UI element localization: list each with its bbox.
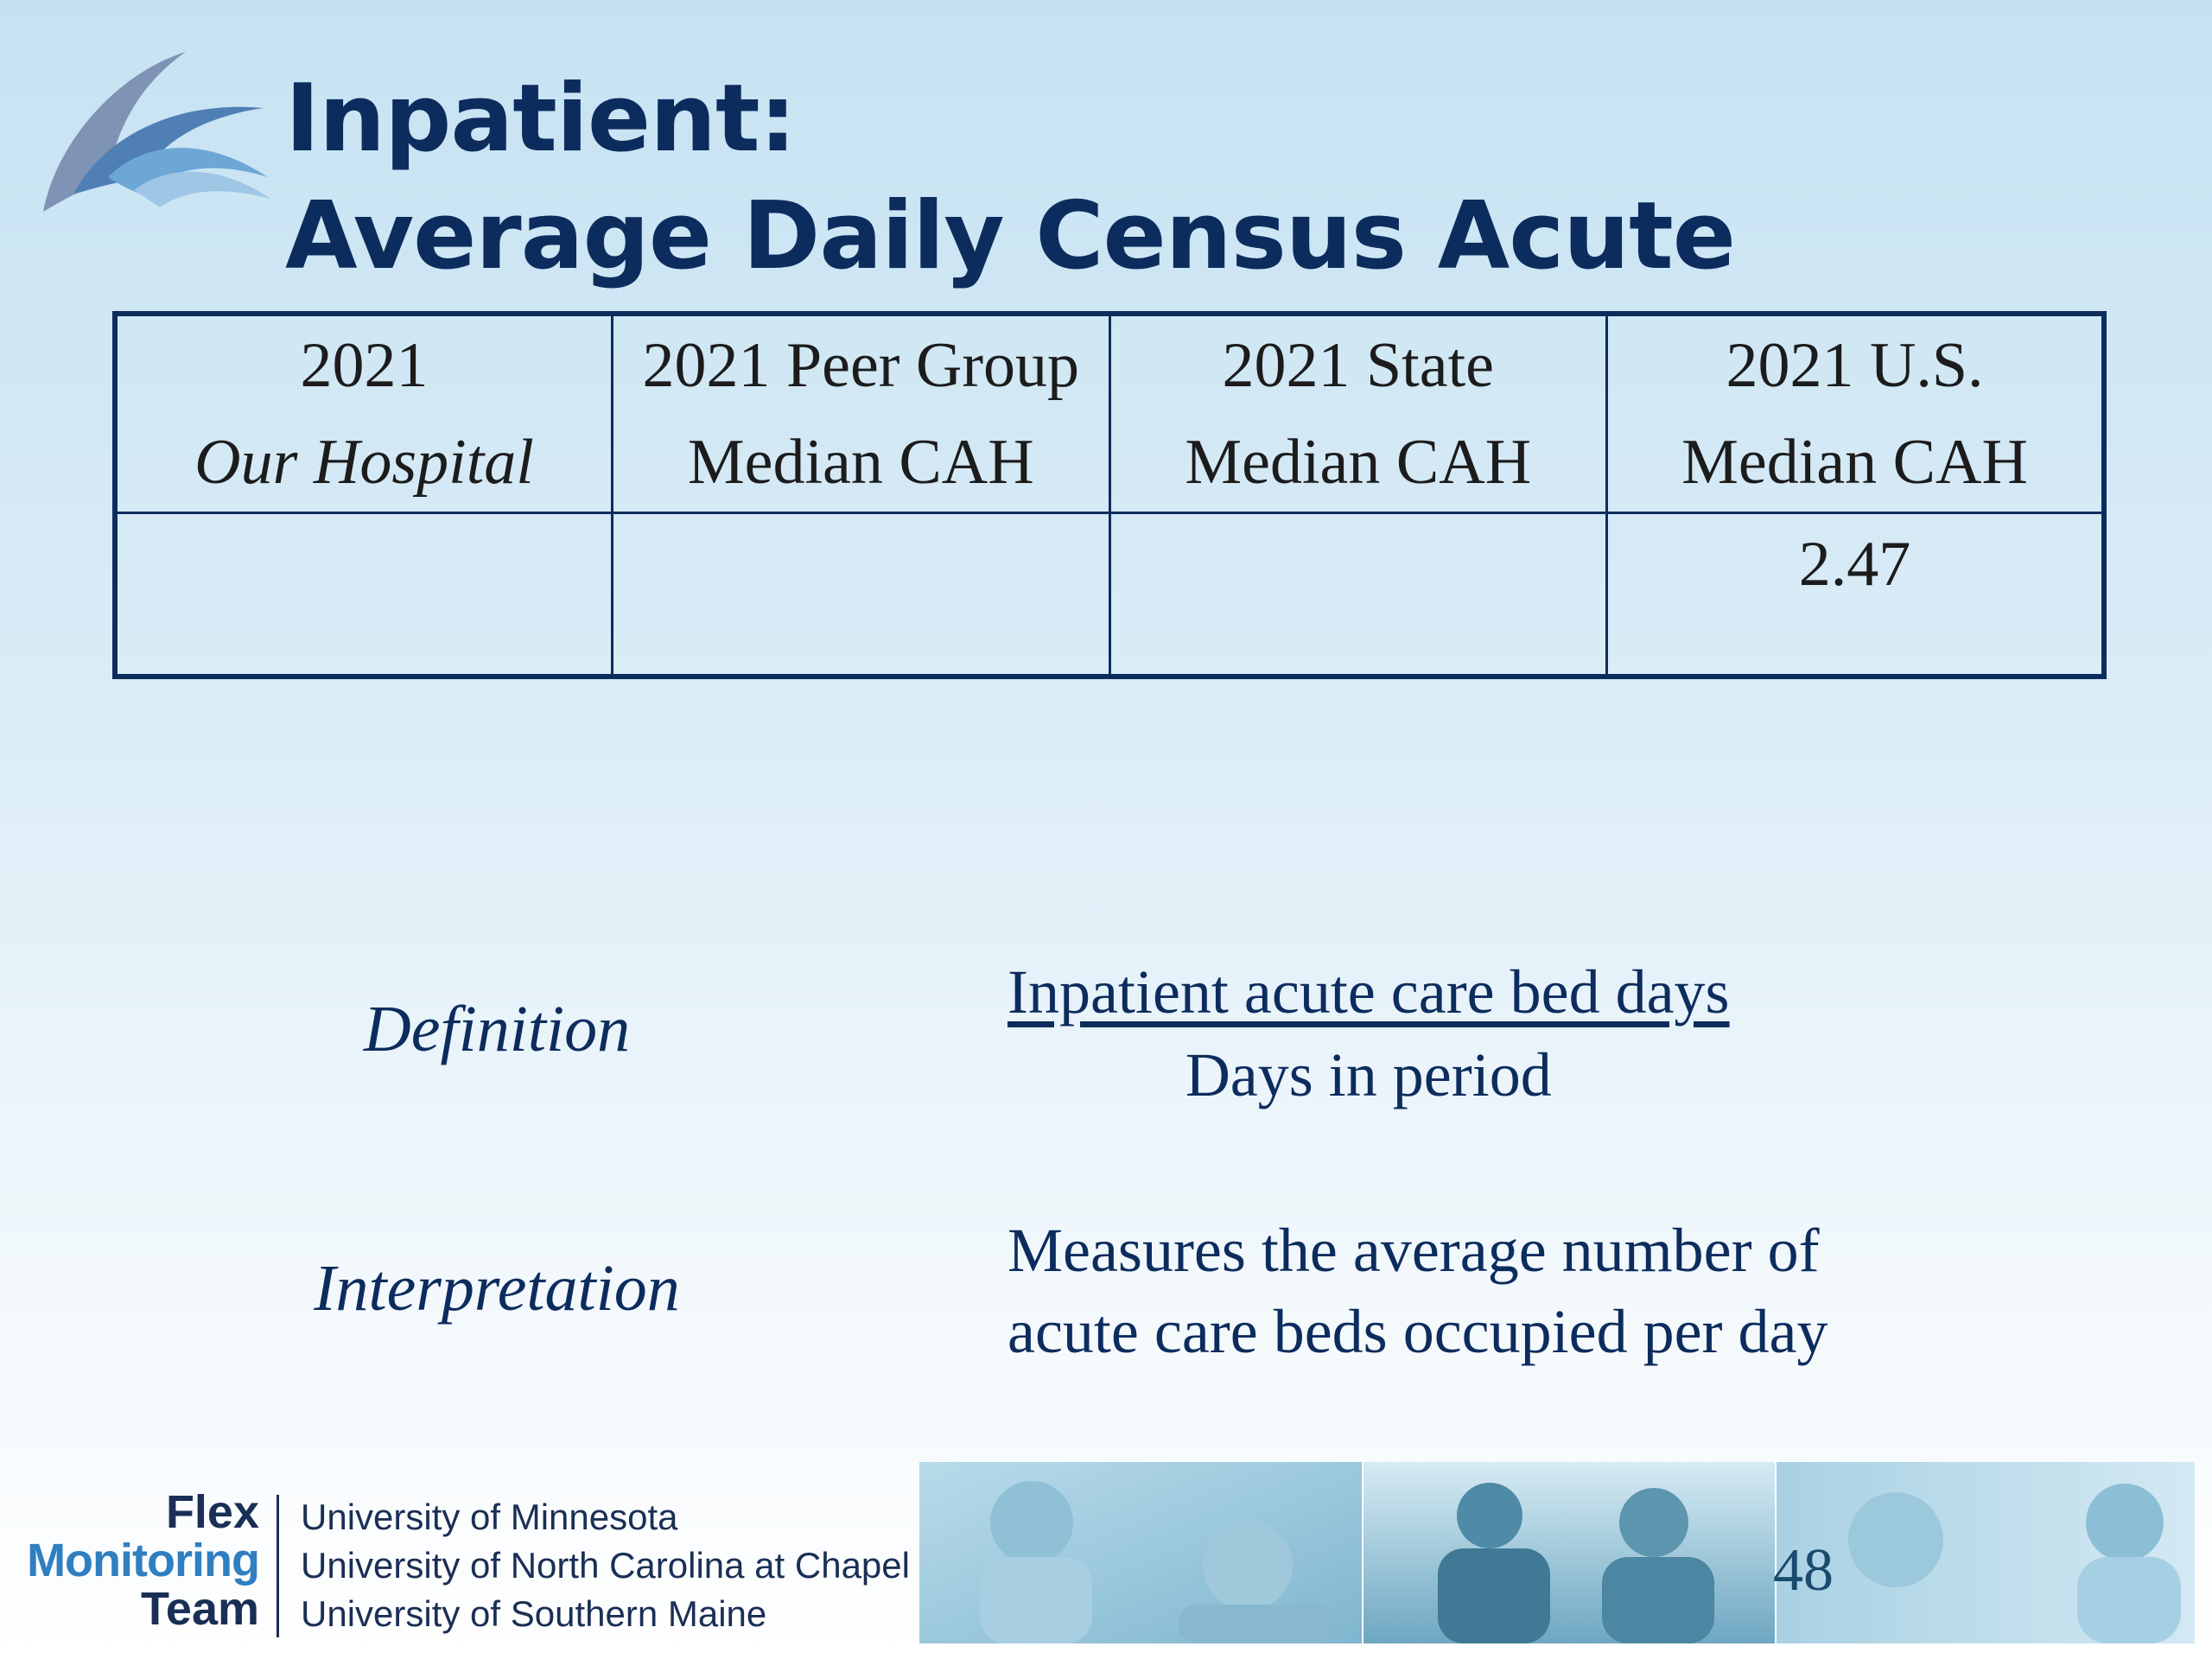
value-peer-group	[611, 512, 1111, 678]
interpretation-text: Measures the average number of acute car…	[1007, 1210, 1958, 1372]
definition-label: Definition	[363, 993, 631, 1065]
table-row: 2.47	[113, 512, 2106, 678]
header-state: 2021 State Median CAH	[1108, 312, 1608, 514]
university-item: University of Southern Maine	[301, 1593, 767, 1634]
university-item: University of Minnesota	[301, 1497, 678, 1537]
wave-sail-logo-icon	[43, 52, 270, 212]
page-title: Inpatient: Average Daily Census Acute	[285, 60, 1736, 296]
header-line2: Median CAH	[1681, 427, 2028, 498]
header-our-hospital: 2021 Our Hospital	[113, 312, 613, 514]
header-line1: 2021 U.S.	[1726, 330, 1984, 401]
definition-numerator: Inpatient acute care bed days	[1007, 957, 1730, 1027]
header-us: 2021 U.S. Median CAH	[1605, 312, 2106, 514]
header-line1: 2021 State	[1222, 330, 1494, 401]
footer-divider	[276, 1495, 279, 1637]
value-our-hospital	[113, 512, 613, 678]
logo-line-flex: Flex	[165, 1486, 259, 1538]
interpretation-line-1: Measures the average number of	[1007, 1216, 1820, 1285]
definition-denominator: Days in period	[1185, 1040, 1552, 1109]
table-header-row: 2021 Our Hospital 2021 Peer Group Median…	[113, 312, 2106, 514]
university-list: University of Minnesota University of No…	[301, 1493, 970, 1638]
interpretation-label: Interpretation	[314, 1252, 680, 1325]
logo-line-team: Team	[140, 1583, 259, 1635]
logo-line-monitoring: Monitoring	[27, 1535, 260, 1586]
title-line-2: Average Daily Census Acute	[285, 182, 1736, 290]
flex-monitoring-team-logo: Flex Monitoring Team	[26, 1486, 260, 1635]
value-us: 2.47	[1605, 512, 2106, 678]
photo-strip	[919, 1462, 2195, 1643]
header-peer-group: 2021 Peer Group Median CAH	[611, 312, 1111, 514]
value-state	[1108, 512, 1608, 678]
university-item: University of North Carolina at Chapel H…	[301, 1545, 970, 1586]
header-line1: 2021 Peer Group	[642, 330, 1080, 401]
page-number: 48	[1773, 1537, 1834, 1604]
metrics-table: 2021 Our Hospital 2021 Peer Group Median…	[112, 311, 2107, 679]
header-line1: 2021	[300, 330, 429, 401]
interpretation-line-2: acute care beds occupied per day	[1007, 1297, 1828, 1366]
title-line-1: Inpatient:	[285, 65, 797, 173]
definition-formula: Inpatient acute care bed days Days in pe…	[1007, 950, 1730, 1116]
header-line2: Median CAH	[687, 427, 1034, 498]
header-line2: Median CAH	[1185, 427, 1532, 498]
header-line2: Our Hospital	[194, 427, 534, 498]
